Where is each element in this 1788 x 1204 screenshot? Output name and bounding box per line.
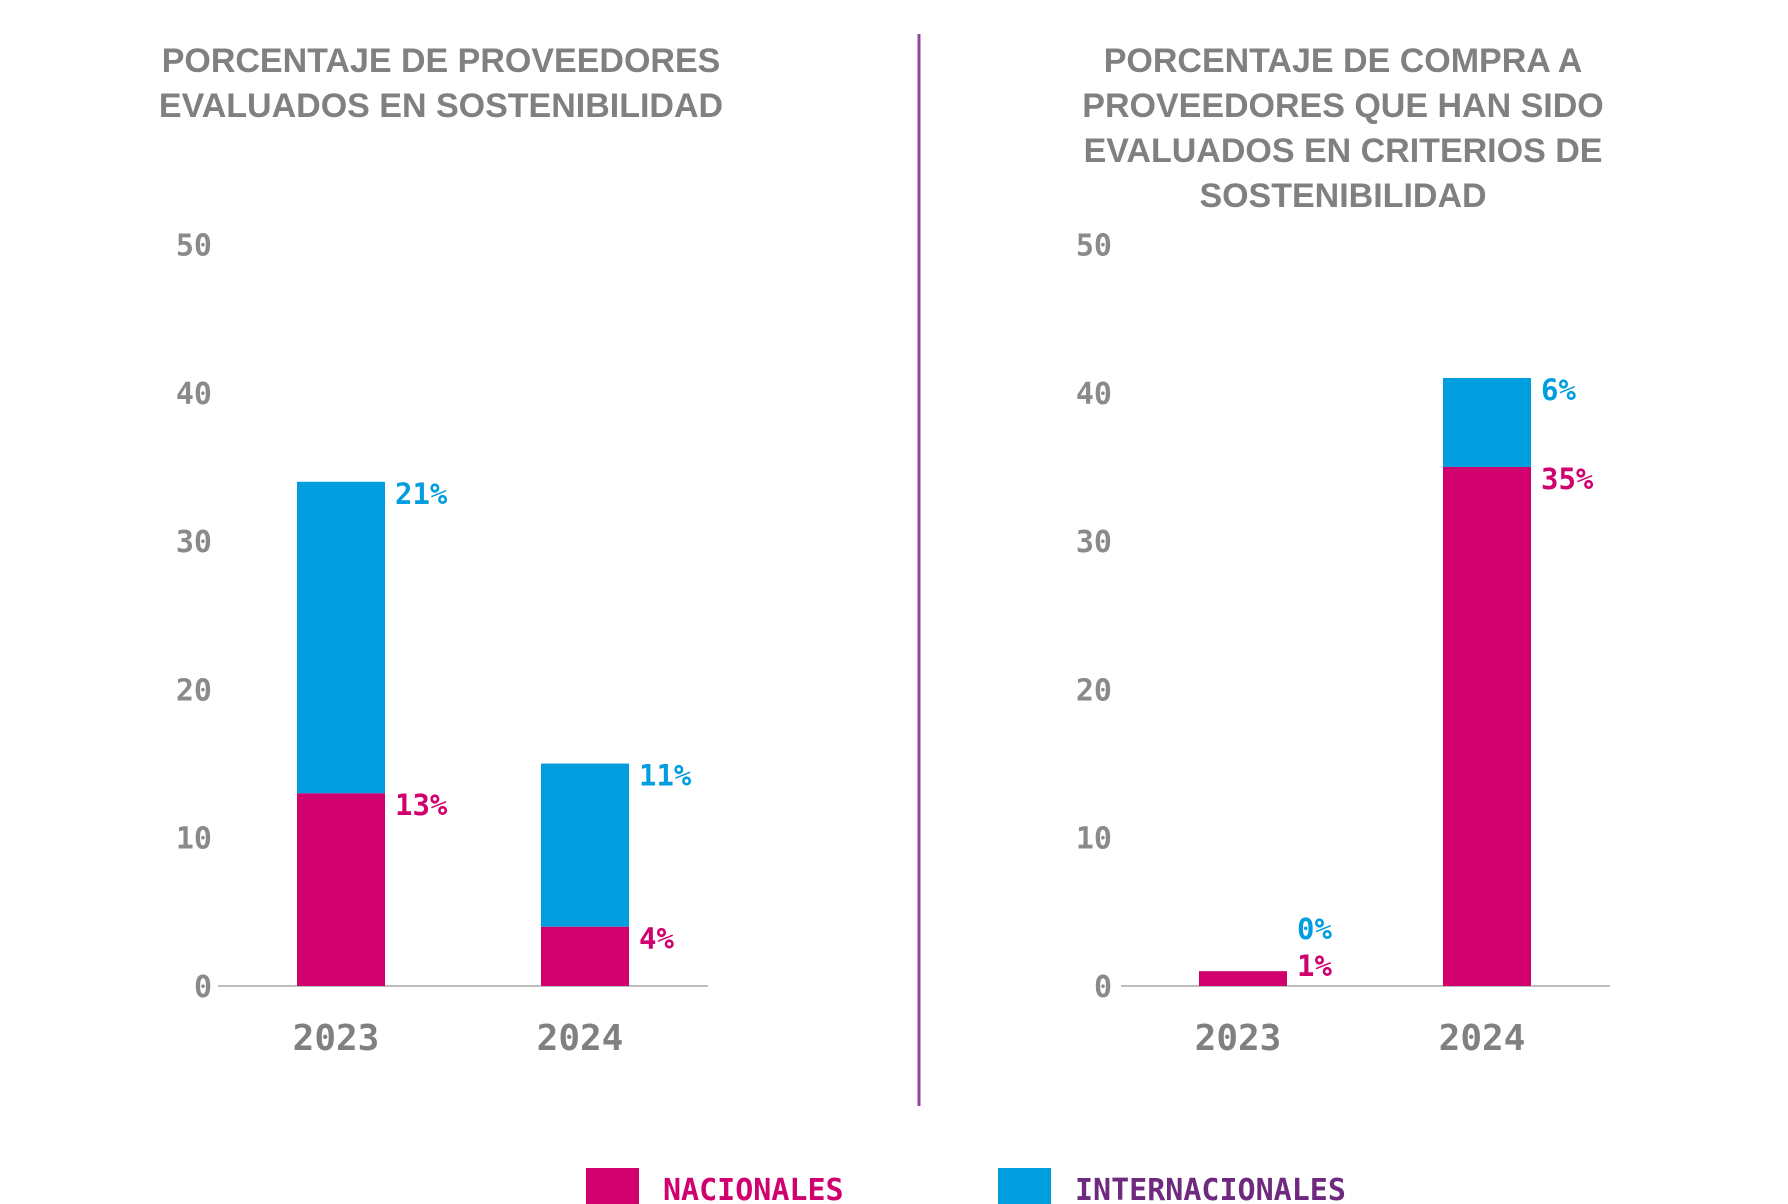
- legend-label: NACIONALES: [663, 1173, 844, 1204]
- bar-nacionales-2023: [297, 793, 385, 986]
- x-tick-label: 2023: [293, 1018, 380, 1059]
- y-tick-label: 40: [1076, 377, 1112, 412]
- data-label-internacionales: 21%: [395, 477, 448, 511]
- chart-title-line: PORCENTAJE DE PROVEEDORES: [162, 42, 721, 80]
- legend-label: INTERNACIONALES: [1075, 1173, 1346, 1204]
- y-tick-label: 10: [176, 822, 212, 857]
- y-tick-label: 30: [176, 525, 212, 560]
- chart-title-line: PORCENTAJE DE COMPRA A: [1104, 42, 1583, 80]
- chart-1: PORCENTAJE DE PROVEEDORES EVALUADOS EN SO…: [159, 42, 723, 1059]
- bar-nacionales-2024: [1443, 466, 1531, 986]
- bar-internacionales-2023: [297, 481, 385, 794]
- chart-title-line: EVALUADOS EN CRITERIOS DE: [1084, 132, 1603, 170]
- chart-title-line: EVALUADOS EN SOSTENIBILIDAD: [159, 87, 723, 125]
- data-label-internacionales: 0%: [1297, 912, 1332, 946]
- y-tick-label: 20: [1076, 673, 1112, 708]
- y-tick-label: 10: [1076, 822, 1112, 857]
- y-tick-label: 50: [1076, 229, 1112, 264]
- y-tick-label: 30: [1076, 525, 1112, 560]
- x-tick-label: 2024: [537, 1018, 624, 1059]
- data-label-internacionales: 11%: [639, 759, 692, 793]
- chart-2: PORCENTAJE DE COMPRA A PROVEEDORES QUE HA…: [1076, 42, 1610, 1059]
- y-tick-label: 50: [176, 229, 212, 264]
- y-tick-label: 20: [176, 673, 212, 708]
- y-tick-label: 0: [1094, 970, 1112, 1005]
- legend-swatch: [998, 1168, 1051, 1204]
- bar-nacionales-2024: [541, 926, 629, 986]
- bar-internacionales-2024: [1443, 377, 1531, 467]
- data-label-nacionales: 35%: [1541, 462, 1594, 496]
- x-tick-label: 2024: [1439, 1018, 1526, 1059]
- bar-internacionales-2024: [541, 763, 629, 927]
- data-label-nacionales: 4%: [639, 922, 674, 956]
- legend-swatch: [586, 1168, 639, 1204]
- y-tick-label: 40: [176, 377, 212, 412]
- legend: NACIONALES INTERNACIONALES: [586, 1168, 1346, 1204]
- bar-nacionales-2023: [1199, 971, 1287, 986]
- data-label-internacionales: 6%: [1541, 373, 1576, 407]
- x-tick-label: 2023: [1195, 1018, 1282, 1059]
- data-label-nacionales: 13%: [395, 788, 448, 822]
- data-label-nacionales: 1%: [1297, 949, 1332, 983]
- chart-title-line: PROVEEDORES QUE HAN SIDO: [1082, 87, 1603, 125]
- chart-title-line: SOSTENIBILIDAD: [1199, 177, 1486, 215]
- y-tick-label: 0: [194, 970, 212, 1005]
